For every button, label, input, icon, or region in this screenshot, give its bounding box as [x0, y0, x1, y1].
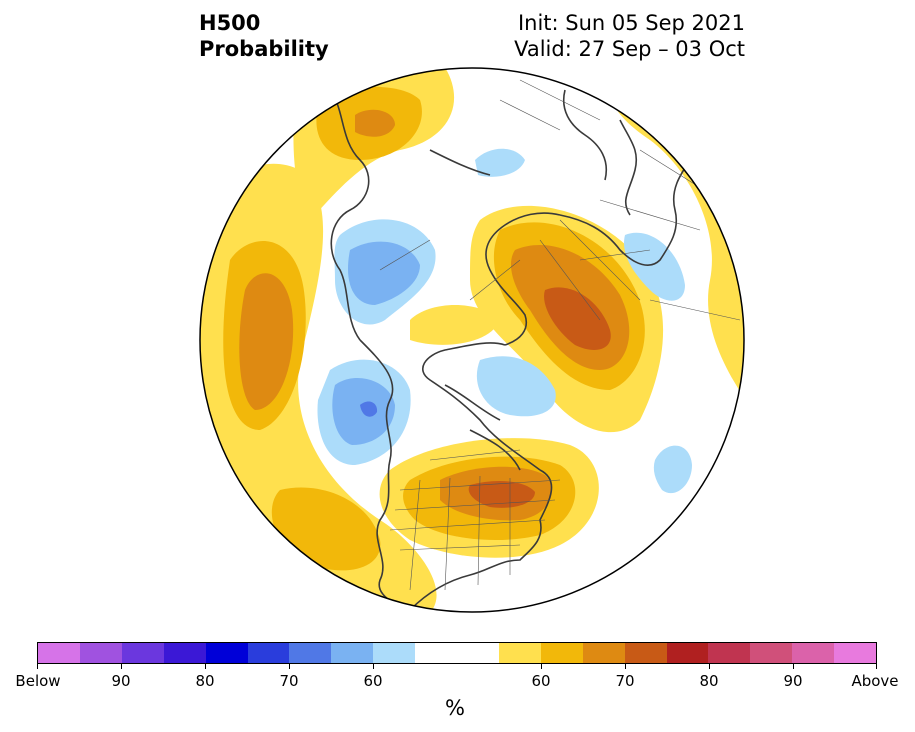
colorbar-seg [205, 643, 248, 663]
anomaly-80-siberia [544, 287, 611, 350]
colorbar-label: 90 [783, 672, 803, 690]
anomaly-70-bering [355, 109, 395, 137]
colorbar-seg [750, 643, 793, 663]
anomaly-below-hudson [476, 356, 556, 417]
colorbar-units: % [445, 696, 465, 720]
colorbar [37, 642, 877, 664]
anomaly-70-pacific [239, 273, 294, 410]
title-variable: H500 [199, 11, 261, 35]
colorbar-label: Above [851, 672, 899, 690]
anomaly-below-scandinavia [624, 232, 685, 301]
init-date: Init: Sun 05 Sep 2021 [517, 11, 745, 35]
valid-period: Valid: 27 Sep – 03 Oct [514, 37, 745, 61]
colorbar-seg [163, 643, 206, 663]
colorbar-seg [121, 643, 164, 663]
colorbar-seg [834, 643, 877, 663]
colorbar-seg [247, 643, 290, 663]
anomaly-below-atlantic [653, 445, 692, 494]
colorbar-label: Below [15, 672, 61, 690]
colorbar-seg [38, 643, 80, 663]
colorbar-label: 80 [699, 672, 719, 690]
anomaly-80-canada [468, 480, 535, 508]
polar-map [199, 67, 745, 613]
globe-outline [199, 67, 745, 613]
colorbar-label: 90 [111, 672, 131, 690]
colorbar-label: 70 [615, 672, 635, 690]
colorbar-seg-neutral [415, 643, 499, 663]
colorbar-seg [792, 643, 835, 663]
colorbar-seg [498, 643, 541, 663]
colorbar-seg [666, 643, 709, 663]
colorbar-seg [540, 643, 583, 663]
colorbar-seg [331, 643, 374, 663]
colorbar-seg [373, 643, 416, 663]
anomaly-above-arctic [410, 305, 500, 345]
title-right: Init: Sun 05 Sep 2021 Valid: 27 Sep – 03… [514, 10, 745, 62]
anomaly-60-alaska [347, 241, 420, 305]
colorbar-label: 70 [279, 672, 299, 690]
colorbar-seg [79, 643, 122, 663]
colorbar-label: 80 [195, 672, 215, 690]
colorbar-labels: Below 90 80 70 60 60 70 80 90 Above [0, 672, 915, 692]
colorbar-label: 60 [363, 672, 383, 690]
colorbar-seg [582, 643, 625, 663]
anomaly-70-pacific-low [360, 401, 378, 417]
title-left: H500 Probability [199, 10, 329, 62]
colorbar-seg [708, 643, 751, 663]
colorbar-seg [624, 643, 667, 663]
colorbar-label: 60 [531, 672, 551, 690]
anomaly-below-arctic [475, 148, 525, 177]
title-type: Probability [199, 37, 329, 61]
colorbar-seg [289, 643, 332, 663]
political-borders [379, 79, 741, 591]
